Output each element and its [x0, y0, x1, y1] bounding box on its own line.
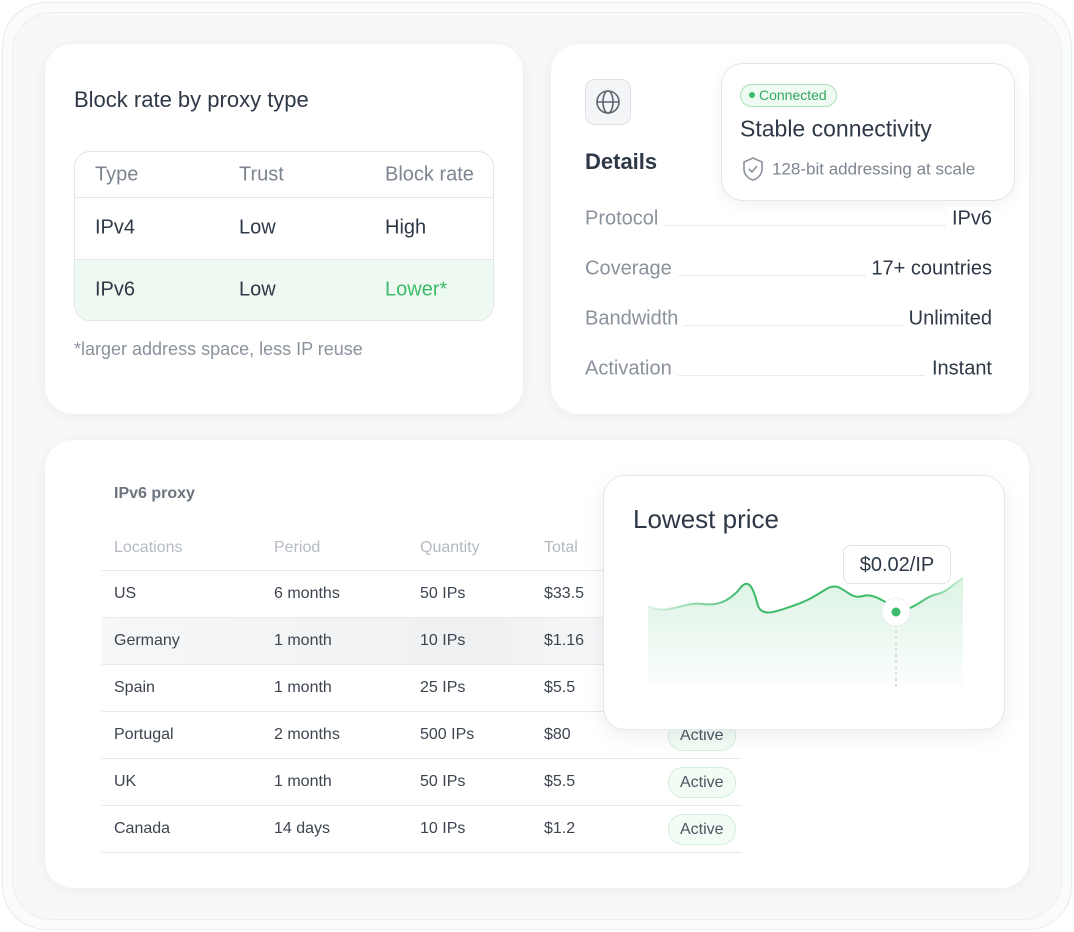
tooltip-text: $0.02/IP [859, 554, 935, 576]
detail-value: 17+ countries [865, 257, 992, 281]
table-cell: Portugal [114, 726, 174, 743]
table-row [102, 570, 742, 618]
badge-text: Connected [759, 87, 827, 103]
table-row [75, 259, 493, 320]
table-cell: IPv6 [95, 278, 136, 301]
detail-value: Instant [925, 357, 992, 381]
globe [596, 90, 620, 114]
table-cell: High [385, 216, 427, 239]
table-cell: $1.2 [544, 820, 576, 837]
footnote: *larger address space, less IP reuse [74, 339, 363, 359]
table-cell: Spain [114, 679, 155, 696]
dotted-leader [591, 225, 989, 226]
price-card: Lowest price $0.02/IP [603, 475, 1005, 730]
status-subtitle: 128-bit addressing at scale [772, 159, 976, 179]
table-cell: $80 [544, 726, 571, 743]
dotted-leader [591, 375, 989, 376]
table-cell: Low [239, 278, 276, 301]
table-cell: Canada [114, 820, 171, 837]
header-cell: Trust [239, 163, 284, 186]
detail-value: Unlimited [902, 307, 992, 331]
status-dot [749, 92, 755, 98]
table-cell: Lower* [385, 278, 448, 301]
table-cell: 10 IPs [420, 632, 466, 649]
status-card: Connected Stable connectivity 128-bit ad… [721, 63, 1015, 201]
price-tooltip: $0.02/IP [843, 545, 951, 584]
table-bottom-line [102, 852, 742, 853]
detail-label: Coverage [585, 257, 678, 281]
table-row [75, 197, 493, 260]
dotted-leader [591, 325, 989, 326]
status-badge: Active [668, 767, 736, 798]
table-cell: $5.5 [544, 773, 576, 790]
table-cell: 1 month [274, 632, 332, 649]
block-rate-card: Block rate by proxy type Type Trust Block … [45, 44, 523, 414]
table-cell: UK [114, 773, 137, 790]
card-title: Block rate by proxy type [74, 87, 309, 112]
table-cell: $1.16 [544, 632, 585, 649]
dotted-leader [591, 275, 989, 276]
table-cell: 500 IPs [420, 726, 475, 743]
block-rate-table: Type Trust Block rate IPv4 Low High IPv6 Low Low… [74, 151, 494, 321]
header-cell: Type [95, 163, 139, 186]
proxy-title: IPv6 proxy [114, 485, 195, 502]
table-cell: 2 months [274, 726, 340, 743]
status-title: Stable connectivity [740, 115, 932, 142]
detail-value: IPv6 [945, 207, 992, 231]
table-cell: US [114, 585, 137, 602]
table-cell: 10 IPs [420, 820, 466, 837]
globe-icon [585, 79, 631, 125]
detail-label: Activation [585, 357, 678, 381]
table-cell: Low [239, 216, 276, 239]
table-cell: IPv4 [95, 216, 136, 239]
table-cell: 25 IPs [420, 679, 466, 696]
header-cell: Block rate [385, 163, 474, 186]
table-cell: 1 month [274, 679, 332, 696]
table-row [102, 758, 742, 806]
shield-icon [743, 157, 763, 181]
status-badge: Active [668, 814, 736, 845]
table-cell: 50 IPs [420, 585, 466, 602]
header-cell: Quantity [420, 539, 480, 556]
sparkline [648, 577, 964, 688]
header-cell: Period [274, 539, 321, 556]
status-badge: Connected [740, 84, 837, 107]
detail-label: Bandwidth [585, 307, 685, 331]
table-cell: Germany [114, 632, 180, 649]
table-cell: $33.5 [544, 585, 585, 602]
table-cell: $5.5 [544, 679, 576, 696]
header-cell: Locations [114, 539, 183, 556]
details-title: Details [585, 149, 658, 174]
table-cell: 1 month [274, 773, 332, 790]
table-row [102, 711, 742, 759]
header-cell: Total [544, 539, 578, 556]
table-cell: 14 days [274, 820, 331, 837]
price-title: Lowest price [633, 504, 779, 534]
table-cell: 50 IPs [420, 773, 466, 790]
table-row [102, 805, 742, 853]
table-cell: 6 months [274, 585, 340, 602]
table-row [102, 664, 742, 712]
detail-label: Protocol [585, 207, 665, 231]
